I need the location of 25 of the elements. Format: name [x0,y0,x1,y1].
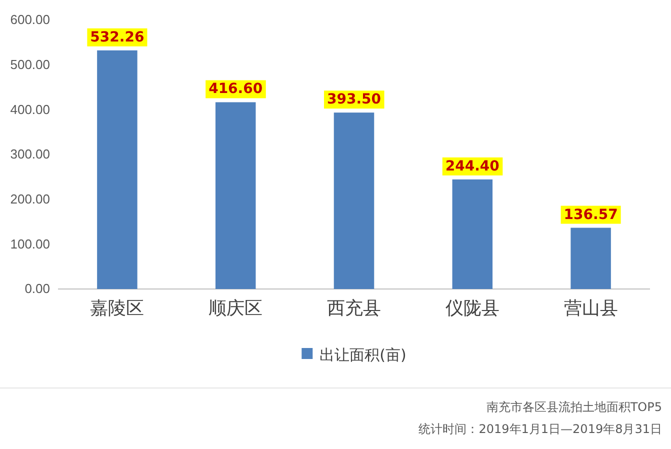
bar [334,112,374,289]
bar [215,102,256,289]
bar [452,179,493,289]
text: 532.26 [90,29,144,46]
y-tick-label: 500.00 [10,56,50,72]
y-tick-label: 100.00 [10,236,50,252]
text: 136.57 [564,206,618,223]
text: 南充市各区县流拍土地面积TOP5 [486,400,662,414]
y-tick-label: 0.00 [24,281,50,296]
text: 统计时间：2019年1月1日—2019年8月31日 [418,422,662,436]
bar [97,50,138,289]
legend-label: 出让面积(亩) [320,346,406,364]
x-tick-label: 西充县 [327,298,381,318]
text: 244.40 [445,158,500,174]
x-tick-label: 仪陇县 [445,298,500,318]
y-tick-label: 200.00 [10,191,50,206]
x-tick-label: 顺庆区 [208,298,263,318]
x-tick-label: 营山县 [564,298,618,318]
y-tick-label: 300.00 [10,146,50,162]
bar [570,228,611,289]
x-tick-label: 嘉陵区 [90,298,144,318]
y-tick-label: 400.00 [10,102,50,117]
text: 416.60 [208,81,263,98]
y-tick-label: 600.00 [10,12,50,28]
text: 393.50 [326,92,382,108]
